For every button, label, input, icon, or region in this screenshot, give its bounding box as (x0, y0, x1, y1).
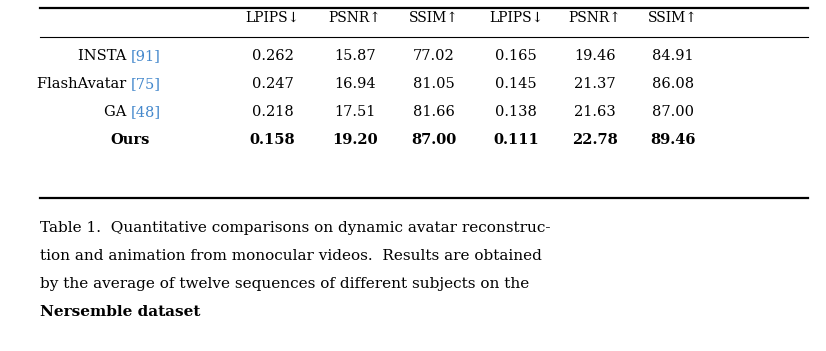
Text: Nersemble dataset: Nersemble dataset (40, 305, 200, 319)
Text: 0.262: 0.262 (252, 49, 293, 63)
Text: .: . (162, 305, 167, 319)
Text: 17.51: 17.51 (335, 105, 376, 119)
Text: [91]: [91] (131, 49, 160, 63)
Text: 0.138: 0.138 (496, 105, 537, 119)
Text: 81.66: 81.66 (413, 105, 454, 119)
Text: GA: GA (103, 105, 131, 119)
Text: SSIM↑: SSIM↑ (409, 11, 458, 25)
Text: 0.111: 0.111 (493, 133, 539, 147)
Text: tion and animation from monocular videos.  Results are obtained: tion and animation from monocular videos… (40, 249, 542, 263)
Text: 0.145: 0.145 (496, 77, 537, 91)
Text: [48]: [48] (131, 105, 160, 119)
Text: PSNR↑: PSNR↑ (329, 11, 382, 25)
Text: PSNR↑: PSNR↑ (568, 11, 621, 25)
Text: INSTA: INSTA (78, 49, 131, 63)
Text: 89.46: 89.46 (650, 133, 696, 147)
Text: 0.218: 0.218 (252, 105, 293, 119)
Text: Table 1.  Quantitative comparisons on dynamic avatar reconstruc-: Table 1. Quantitative comparisons on dyn… (40, 221, 550, 235)
Text: 22.78: 22.78 (572, 133, 618, 147)
Text: 81.05: 81.05 (413, 77, 454, 91)
Text: LPIPS↓: LPIPS↓ (489, 11, 544, 25)
Text: Ours: Ours (111, 133, 150, 147)
Text: 21.37: 21.37 (574, 77, 615, 91)
Text: FlashAvatar: FlashAvatar (36, 77, 131, 91)
Text: 84.91: 84.91 (653, 49, 694, 63)
Text: [75]: [75] (131, 77, 160, 91)
Text: Nersemble dataset.: Nersemble dataset. (40, 305, 206, 319)
Text: 77.02: 77.02 (413, 49, 454, 63)
Text: 19.20: 19.20 (332, 133, 378, 147)
Text: 19.46: 19.46 (574, 49, 615, 63)
Text: 87.00: 87.00 (653, 105, 694, 119)
Text: 16.94: 16.94 (335, 77, 376, 91)
Text: by the average of twelve sequences of different subjects on the: by the average of twelve sequences of di… (40, 277, 529, 291)
Text: SSIM↑: SSIM↑ (648, 11, 698, 25)
Text: 0.247: 0.247 (252, 77, 293, 91)
Text: 15.87: 15.87 (335, 49, 376, 63)
Text: 87.00: 87.00 (411, 133, 456, 147)
Text: 0.165: 0.165 (496, 49, 537, 63)
Text: 0.158: 0.158 (249, 133, 296, 147)
Text: LPIPS↓: LPIPS↓ (245, 11, 300, 25)
Text: 21.63: 21.63 (574, 105, 615, 119)
Text: 86.08: 86.08 (653, 77, 694, 91)
